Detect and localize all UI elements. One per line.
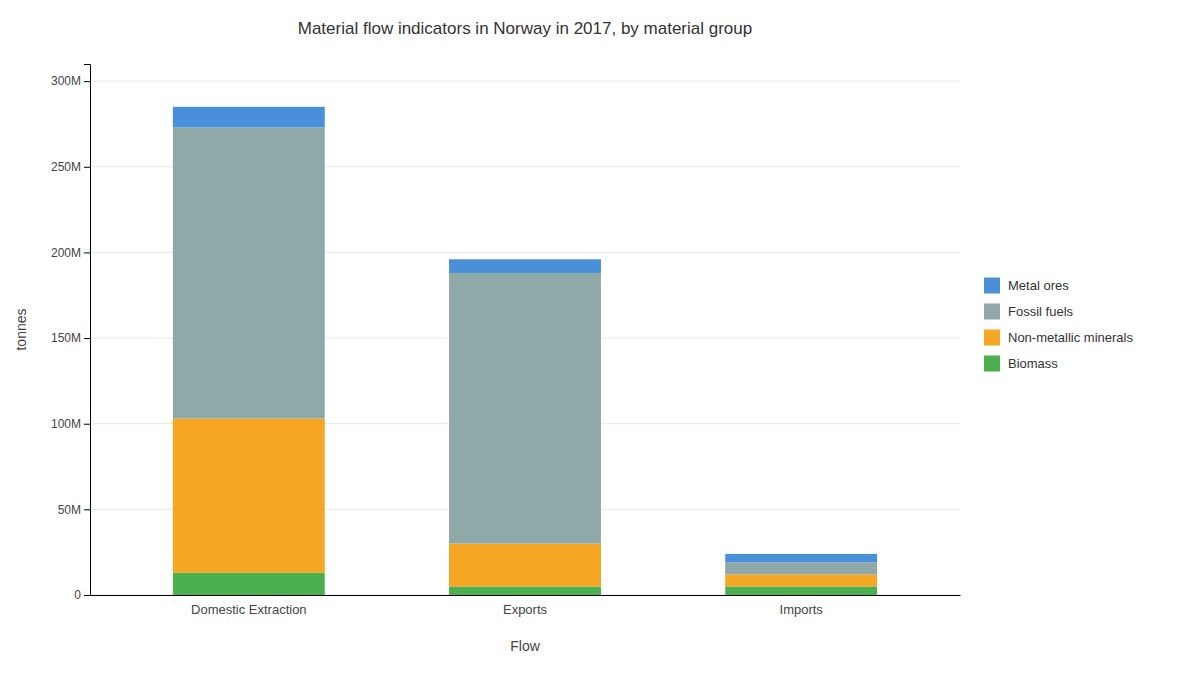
- x-tick: Domestic Extraction: [191, 602, 307, 617]
- y-tick: 150M: [51, 331, 90, 345]
- x-tick-label: Exports: [503, 602, 548, 617]
- y-tick-label: 250M: [51, 160, 81, 174]
- y-tick: 50M: [58, 503, 90, 517]
- legend-swatch: [984, 330, 1000, 346]
- x-axis: Domestic Extraction Exports Imports: [91, 596, 961, 618]
- plot: 0 50M 100M 150M 200M 250M 300M Domestic Extract…: [51, 65, 961, 618]
- y-tick-mark: [84, 595, 90, 596]
- legend-label: Fossil fuels: [1008, 304, 1074, 319]
- y-tick: 250M: [51, 160, 90, 174]
- y-tick-mark: [84, 338, 90, 339]
- grid: [90, 81, 960, 595]
- y-tick-mark: [84, 252, 90, 253]
- bar: [449, 544, 601, 587]
- bar: [173, 107, 325, 128]
- legend-item: Metal ores: [984, 278, 1069, 294]
- legend-swatch: [984, 356, 1000, 372]
- grid-line: [90, 81, 960, 82]
- bar: [725, 562, 877, 574]
- legend-label: Metal ores: [1008, 278, 1069, 293]
- y-tick-label: 0: [74, 588, 81, 602]
- bar: [173, 127, 325, 418]
- legend-item: Non-metallic minerals: [984, 330, 1133, 346]
- y-tick-label: 100M: [51, 417, 81, 431]
- bars: [173, 107, 877, 595]
- bar: [173, 573, 325, 595]
- y-tick-mark: [84, 424, 90, 425]
- y-axis-title: tonnes: [13, 308, 29, 350]
- y-tick-label: 300M: [51, 74, 81, 88]
- bar: [725, 574, 877, 586]
- bar-series: [173, 107, 877, 563]
- bar: [725, 554, 877, 563]
- title: Material flow indicators in Norway in 20…: [298, 19, 752, 38]
- x-axis-title: Flow: [510, 638, 540, 654]
- x-tick-label: Imports: [780, 602, 824, 617]
- y-tick-label: 150M: [51, 331, 81, 345]
- y-tick: 300M: [51, 74, 90, 88]
- x-tick-label: Domestic Extraction: [191, 602, 307, 617]
- legend: Metal ores Fossil fuels Non-metallic miner…: [984, 278, 1133, 372]
- legend-label: Biomass: [1008, 356, 1058, 371]
- legend-swatch: [984, 278, 1000, 294]
- x-tick: Imports: [780, 602, 824, 617]
- y-tick: 200M: [51, 246, 90, 260]
- y-tick-mark: [84, 509, 90, 510]
- y-axis: 0 50M 100M 150M 200M 250M 300M: [51, 65, 91, 603]
- y-tick-label: 50M: [58, 503, 81, 517]
- x-axis-line: [91, 595, 961, 596]
- legend-item: Biomass: [984, 356, 1058, 372]
- y-tick: 0: [74, 588, 90, 602]
- bar: [173, 419, 325, 573]
- x-tick: Exports: [503, 602, 548, 617]
- y-tick-label: 200M: [51, 246, 81, 260]
- y-axis-line: [84, 65, 91, 596]
- y-tick: 100M: [51, 417, 90, 431]
- bar: [449, 259, 601, 273]
- bar: [449, 273, 601, 544]
- legend-item: Fossil fuels: [984, 304, 1074, 320]
- legend-swatch: [984, 304, 1000, 320]
- bar: [449, 586, 601, 595]
- bar: [725, 586, 877, 595]
- chart: Material flow indicators in Norway in 20…: [0, 0, 1200, 675]
- legend-label: Non-metallic minerals: [1008, 330, 1133, 345]
- y-tick-mark: [84, 167, 90, 168]
- bar-series: [173, 127, 877, 574]
- y-tick-mark: [84, 81, 90, 82]
